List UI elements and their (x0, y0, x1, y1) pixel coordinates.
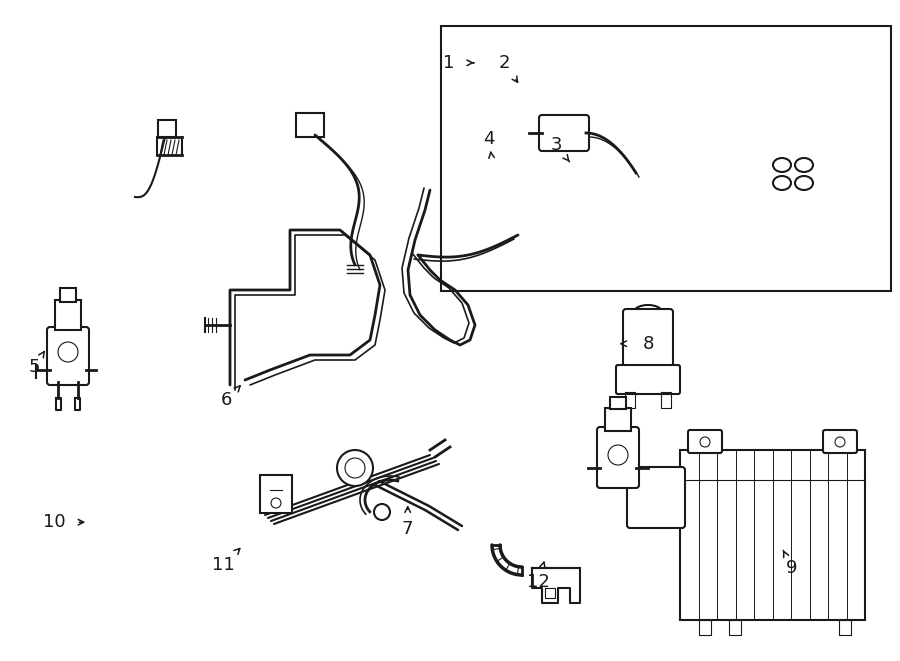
FancyBboxPatch shape (616, 365, 680, 394)
Ellipse shape (634, 305, 662, 319)
Text: 2: 2 (499, 54, 509, 72)
Bar (610, 397, 626, 409)
FancyBboxPatch shape (623, 309, 673, 370)
Text: 9: 9 (787, 559, 797, 578)
Text: 4: 4 (483, 130, 494, 148)
Bar (55, 300, 81, 330)
FancyBboxPatch shape (539, 115, 589, 151)
Circle shape (345, 458, 365, 478)
Ellipse shape (773, 176, 791, 190)
Circle shape (337, 450, 373, 486)
Ellipse shape (795, 176, 813, 190)
Text: 10: 10 (42, 513, 66, 531)
FancyBboxPatch shape (597, 427, 639, 488)
Circle shape (58, 342, 78, 362)
Text: 1: 1 (443, 54, 454, 72)
Text: 5: 5 (29, 358, 40, 376)
Bar (60, 288, 76, 302)
Text: 6: 6 (221, 391, 232, 409)
Bar (260, 475, 292, 513)
Text: 11: 11 (212, 556, 235, 574)
Bar (441, 26, 891, 291)
FancyBboxPatch shape (296, 113, 324, 137)
FancyBboxPatch shape (688, 430, 722, 453)
Ellipse shape (795, 158, 813, 172)
Circle shape (374, 504, 390, 520)
Text: 12: 12 (526, 572, 550, 591)
Circle shape (700, 437, 710, 447)
Circle shape (835, 437, 845, 447)
Bar (605, 408, 631, 431)
Text: 3: 3 (551, 136, 562, 155)
Text: 8: 8 (643, 334, 653, 353)
Bar (680, 450, 865, 620)
Circle shape (271, 498, 281, 508)
Text: 7: 7 (402, 520, 413, 538)
FancyBboxPatch shape (823, 430, 857, 453)
FancyBboxPatch shape (627, 467, 685, 528)
Circle shape (608, 445, 628, 465)
FancyBboxPatch shape (47, 327, 89, 385)
Ellipse shape (773, 158, 791, 172)
Polygon shape (532, 568, 580, 603)
Bar (158, 120, 176, 137)
